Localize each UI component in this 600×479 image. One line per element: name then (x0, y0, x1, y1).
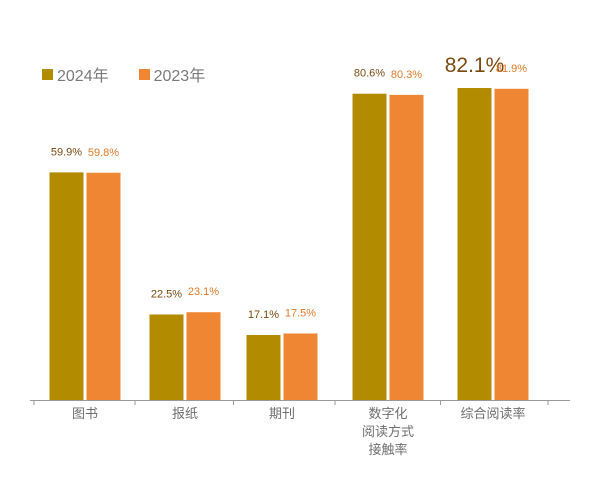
x-tick-label: 综合阅读率 (460, 406, 525, 421)
bar-2024年-1 (149, 314, 184, 400)
legend: 2024年 2023年 (42, 62, 205, 86)
data-label-2023年-4: 81.9% (496, 63, 527, 75)
bar-2023年-2 (283, 333, 318, 400)
data-label-2024年-4: 82.1% (445, 54, 505, 77)
data-label-2024年-2: 17.1% (248, 309, 279, 321)
legend-item-2023: 2023年 (138, 62, 206, 86)
x-tick-label: 接触率 (368, 442, 407, 457)
bar-2023年-0 (86, 172, 121, 400)
bar-2023年-1 (186, 312, 221, 400)
data-label-2024年-3: 80.6% (354, 68, 385, 80)
bar-2024年-2 (246, 335, 281, 400)
data-label-2023年-0: 59.8% (88, 147, 119, 159)
bar-2024年-3 (352, 93, 387, 400)
x-tick-label: 数字化 (368, 406, 407, 421)
data-label-2023年-1: 23.1% (188, 286, 219, 298)
data-label-2023年-2: 17.5% (285, 308, 316, 320)
data-label-2023年-3: 80.3% (391, 69, 422, 81)
legend-swatch-2024 (42, 68, 53, 80)
bar-2024年-0 (49, 172, 84, 400)
legend-item-2024: 2024年 (42, 62, 109, 86)
bar-2023年-3 (389, 94, 424, 401)
legend-label-2024: 2024年 (57, 68, 109, 85)
x-tick-label: 图书 (72, 406, 98, 421)
data-label-2024年-0: 59.9% (51, 146, 82, 158)
data-label-2024年-1: 22.5% (151, 289, 182, 301)
legend-swatch-2023 (138, 68, 150, 80)
x-tick-label: 阅读方式 (362, 424, 414, 439)
legend-label-2023: 2023年 (153, 68, 206, 85)
x-tick-label: 报纸 (172, 406, 198, 421)
x-tick-label: 期刊 (269, 406, 295, 421)
bar-2024年-4 (457, 88, 492, 401)
bar-2023年-4 (494, 88, 529, 400)
